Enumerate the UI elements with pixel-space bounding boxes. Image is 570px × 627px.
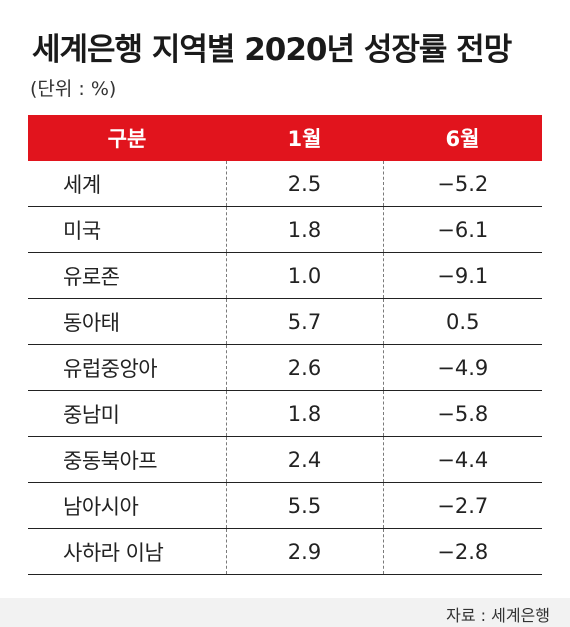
table-row: 유로존 1.0 −9.1 [28, 252, 542, 299]
table-row: 미국 1.8 −6.1 [28, 206, 542, 253]
table-row: 중남미 1.8 −5.8 [28, 390, 542, 437]
unit-label: (단위 : %) [30, 78, 117, 100]
region-cell: 사하라 이남 [28, 528, 226, 575]
region-cell: 유로존 [28, 252, 226, 299]
january-value: 1.0 [225, 252, 383, 299]
region-cell: 유럽중앙아 [28, 344, 226, 391]
june-value: 0.5 [382, 298, 542, 345]
footer-bar: 자료 : 세계은행 [0, 598, 570, 627]
source-label: 자료 : 세계은행 [446, 606, 550, 625]
table-header-row: 구분 1월 6월 [28, 115, 542, 161]
region-cell: 중동북아프 [28, 436, 226, 483]
june-value: −6.1 [382, 206, 542, 253]
june-value: −4.4 [382, 436, 542, 483]
june-value: −4.9 [382, 344, 542, 391]
region-cell: 동아태 [28, 298, 226, 345]
table-body: 세계 2.5 −5.2 미국 1.8 −6.1 유로존 1.0 −9.1 동아태 5.7 0.5 유럽중… [28, 161, 542, 575]
june-value: −2.8 [382, 528, 542, 575]
region-cell: 남아시아 [28, 482, 226, 529]
table-row: 중동북아프 2.4 −4.4 [28, 436, 542, 483]
growth-table-frame: 구분 1월 6월 세계 2.5 −5.2 미국 1.8 −6.1 유로존 1.0 −9.1 동아태… [28, 115, 542, 575]
january-value: 5.5 [225, 482, 383, 529]
growth-table: 구분 1월 6월 세계 2.5 −5.2 미국 1.8 −6.1 유로존 1.0 −9.1 동아태… [28, 115, 542, 575]
chart-title: 세계은행 지역별 2020년 성장률 전망 [32, 32, 512, 68]
table-row: 동아태 5.7 0.5 [28, 298, 542, 345]
june-value: −9.1 [382, 252, 542, 299]
region-cell: 중남미 [28, 390, 226, 437]
header-category: 구분 [28, 115, 226, 161]
table-row: 사하라 이남 2.9 −2.8 [28, 528, 542, 575]
january-value: 2.9 [225, 528, 383, 575]
january-value: 5.7 [225, 298, 383, 345]
january-value: 1.8 [225, 206, 383, 253]
header-january: 1월 [226, 115, 383, 161]
region-cell: 세계 [28, 161, 226, 207]
table-row: 남아시아 5.5 −2.7 [28, 482, 542, 529]
january-value: 2.6 [225, 344, 383, 391]
june-value: −5.2 [382, 161, 542, 207]
january-value: 1.8 [225, 390, 383, 437]
region-cell: 미국 [28, 206, 226, 253]
table-row: 세계 2.5 −5.2 [28, 161, 542, 207]
january-value: 2.5 [225, 161, 383, 207]
june-value: −2.7 [382, 482, 542, 529]
table-row: 유럽중앙아 2.6 −4.9 [28, 344, 542, 391]
january-value: 2.4 [225, 436, 383, 483]
june-value: −5.8 [382, 390, 542, 437]
header-june: 6월 [383, 115, 542, 161]
